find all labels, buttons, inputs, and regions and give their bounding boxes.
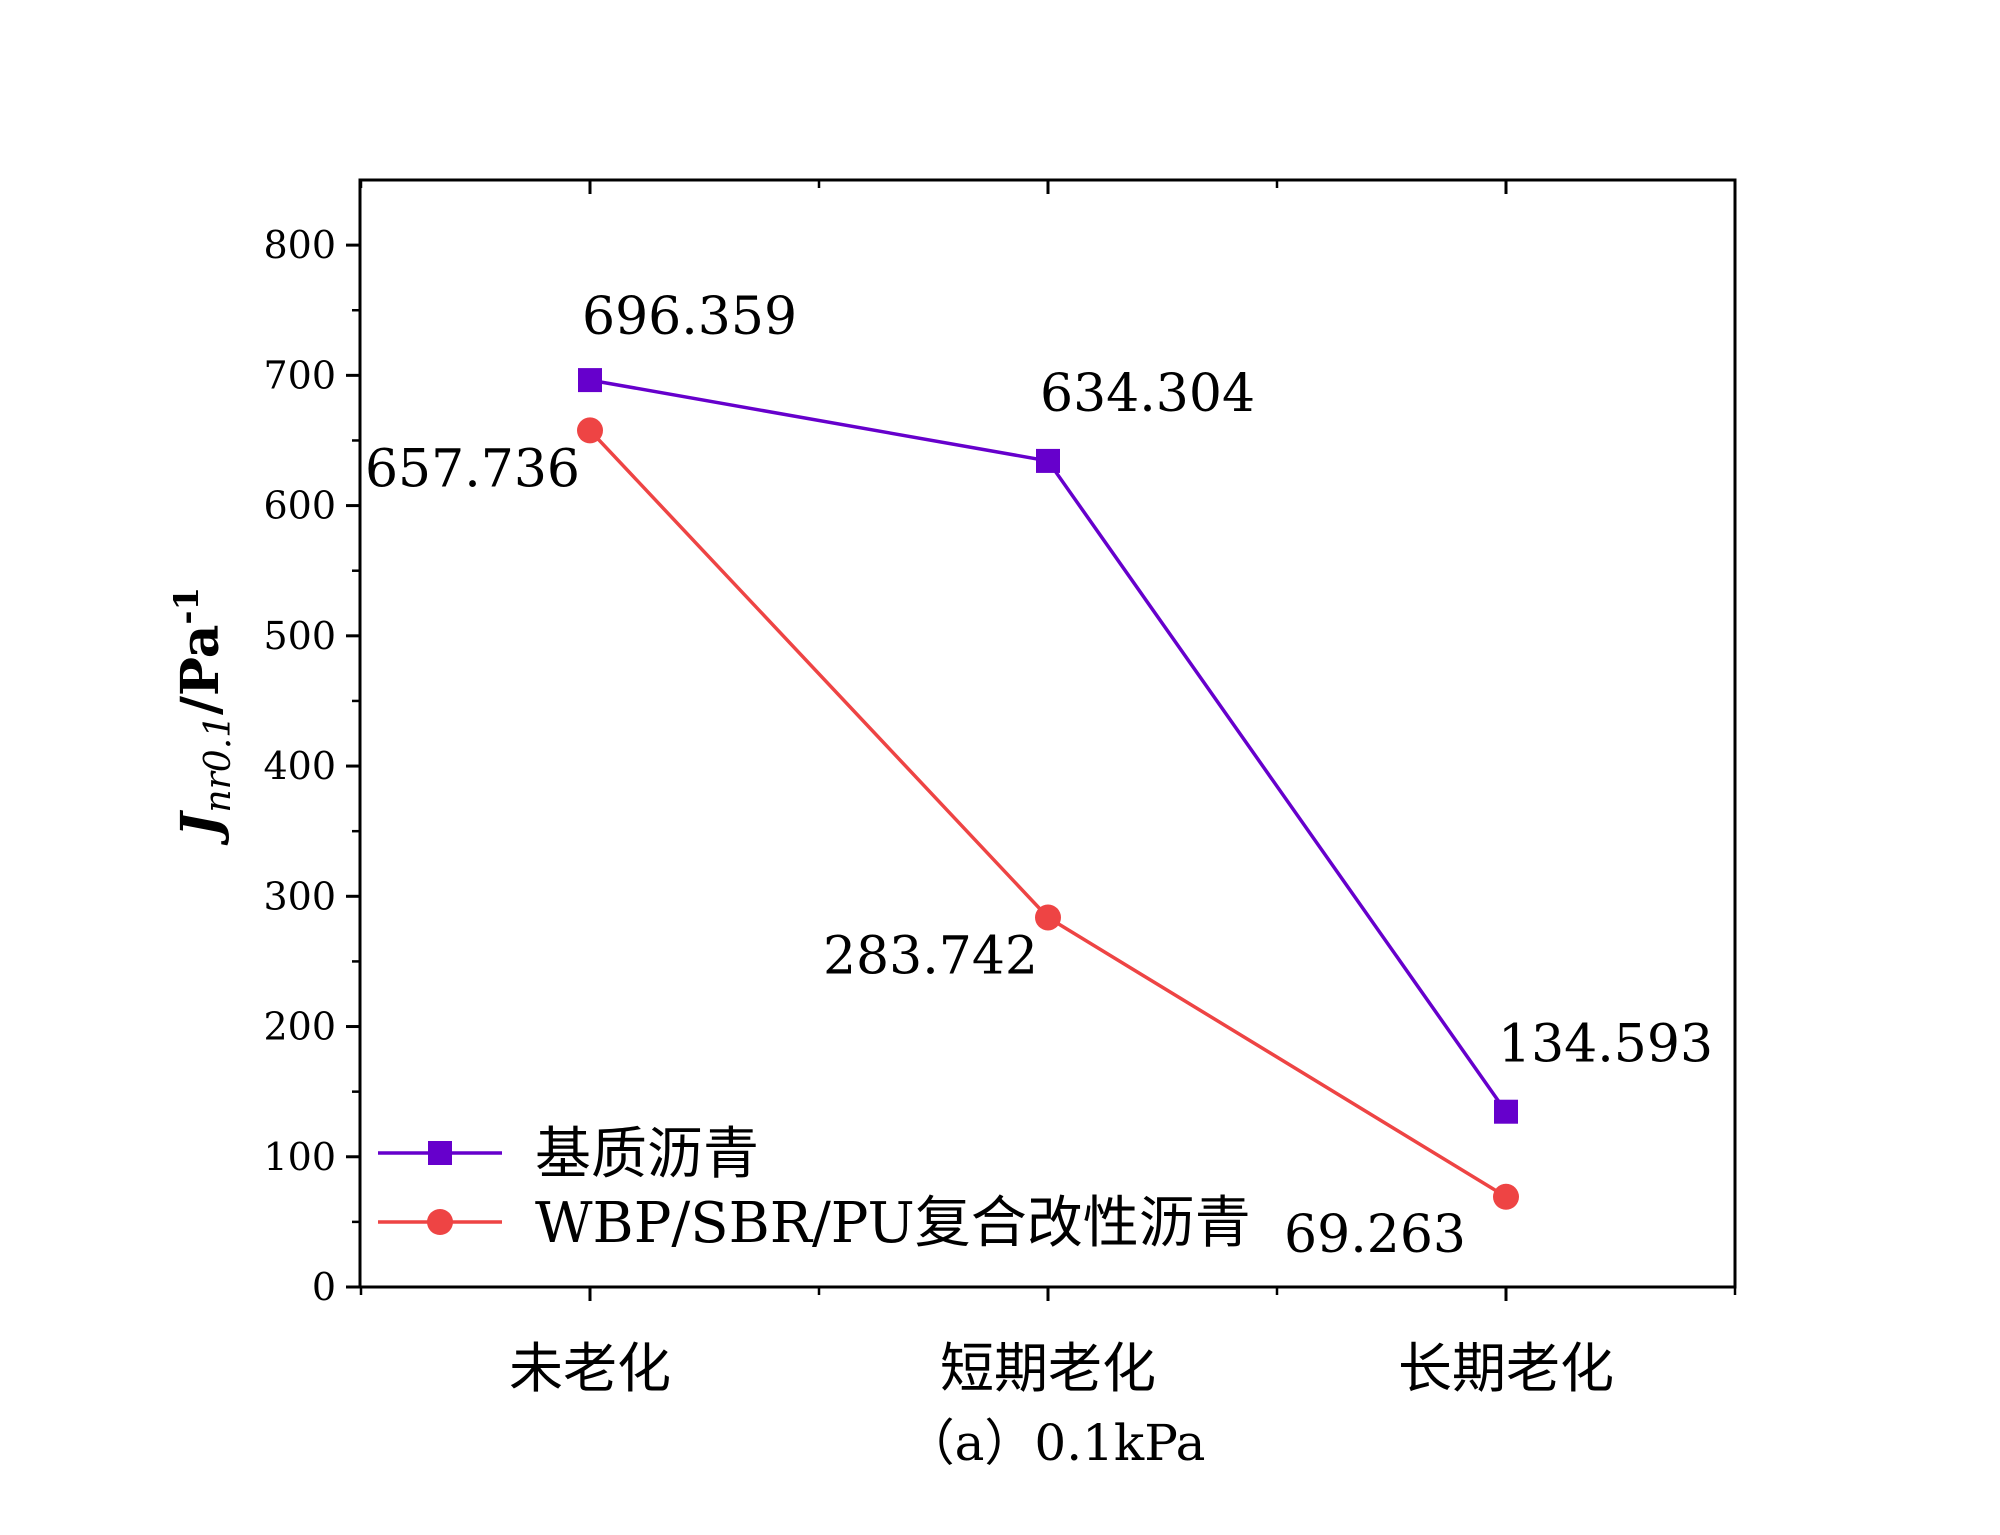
- series-2-marker: [1035, 904, 1061, 931]
- series-1-marker: [1494, 1099, 1518, 1124]
- series-line-1: [589, 378, 1508, 1113]
- axes: 0 100 200 300 400 500 600 700 800 未老化 短期老化 长期老化: [263, 178, 1737, 1400]
- chart-caption: （a）0.1kPa: [905, 1414, 1206, 1472]
- x-category-label: 未老化: [509, 1337, 671, 1400]
- y-axis-title-sup: -1: [167, 587, 207, 625]
- data-label: 283.742: [823, 926, 1038, 986]
- data-label: 657.736: [365, 439, 580, 499]
- legend-label-1: 基质沥青: [535, 1122, 759, 1187]
- series-2-marker: [1493, 1183, 1519, 1210]
- data-label: 696.359: [582, 287, 797, 347]
- data-label: 634.304: [1040, 364, 1255, 424]
- y-tick-label-800: 800: [263, 223, 336, 267]
- y-tick-label-200: 200: [263, 1005, 336, 1049]
- series-layer: [577, 368, 1519, 1210]
- y-tick-label-700: 700: [263, 353, 336, 397]
- data-labels: 696.359 634.304 134.593 657.736 283.742 69.26…: [365, 287, 1713, 1265]
- y-tick-label-300: 300: [263, 874, 336, 918]
- legend-label-2: WBP/SBR/PU复合改性沥青: [535, 1191, 1251, 1256]
- data-label: 69.263: [1284, 1205, 1466, 1265]
- y-axis-title-sub: nr0.1: [198, 715, 239, 813]
- y-axis-title-unit: /Pa: [170, 625, 231, 715]
- series-1-marker: [578, 368, 602, 393]
- y-tick-label-400: 400: [263, 744, 336, 788]
- y-axis-title: Jnr0.1/Pa-1: [167, 587, 239, 846]
- y-tick-label-100: 100: [263, 1135, 336, 1179]
- data-label: 134.593: [1498, 1015, 1713, 1075]
- y-axis-title-main: J: [170, 809, 231, 846]
- plot-frame: [358, 178, 1737, 1289]
- x-category-label: 长期老化: [1398, 1337, 1614, 1400]
- series-2-marker: [577, 417, 603, 444]
- series-line-2: [588, 429, 1507, 1199]
- y-tick-label-500: 500: [263, 614, 336, 658]
- legend-marker-1: [428, 1141, 452, 1165]
- series-1-marker: [1036, 448, 1060, 473]
- y-tick-label-600: 600: [263, 484, 336, 528]
- x-category-label: 短期老化: [940, 1337, 1156, 1400]
- y-tick-label-0: 0: [312, 1265, 336, 1309]
- legend-marker-2: [427, 1209, 453, 1235]
